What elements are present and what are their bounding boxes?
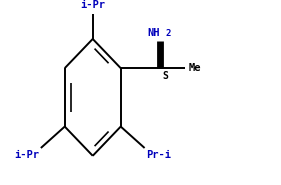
Text: 2: 2 <box>165 29 171 38</box>
Text: Me: Me <box>188 63 201 73</box>
Text: Pr-i: Pr-i <box>146 150 171 160</box>
Text: NH: NH <box>147 28 160 38</box>
Text: i-Pr: i-Pr <box>80 0 105 10</box>
Text: i-Pr: i-Pr <box>14 150 39 160</box>
Text: S: S <box>162 71 168 81</box>
